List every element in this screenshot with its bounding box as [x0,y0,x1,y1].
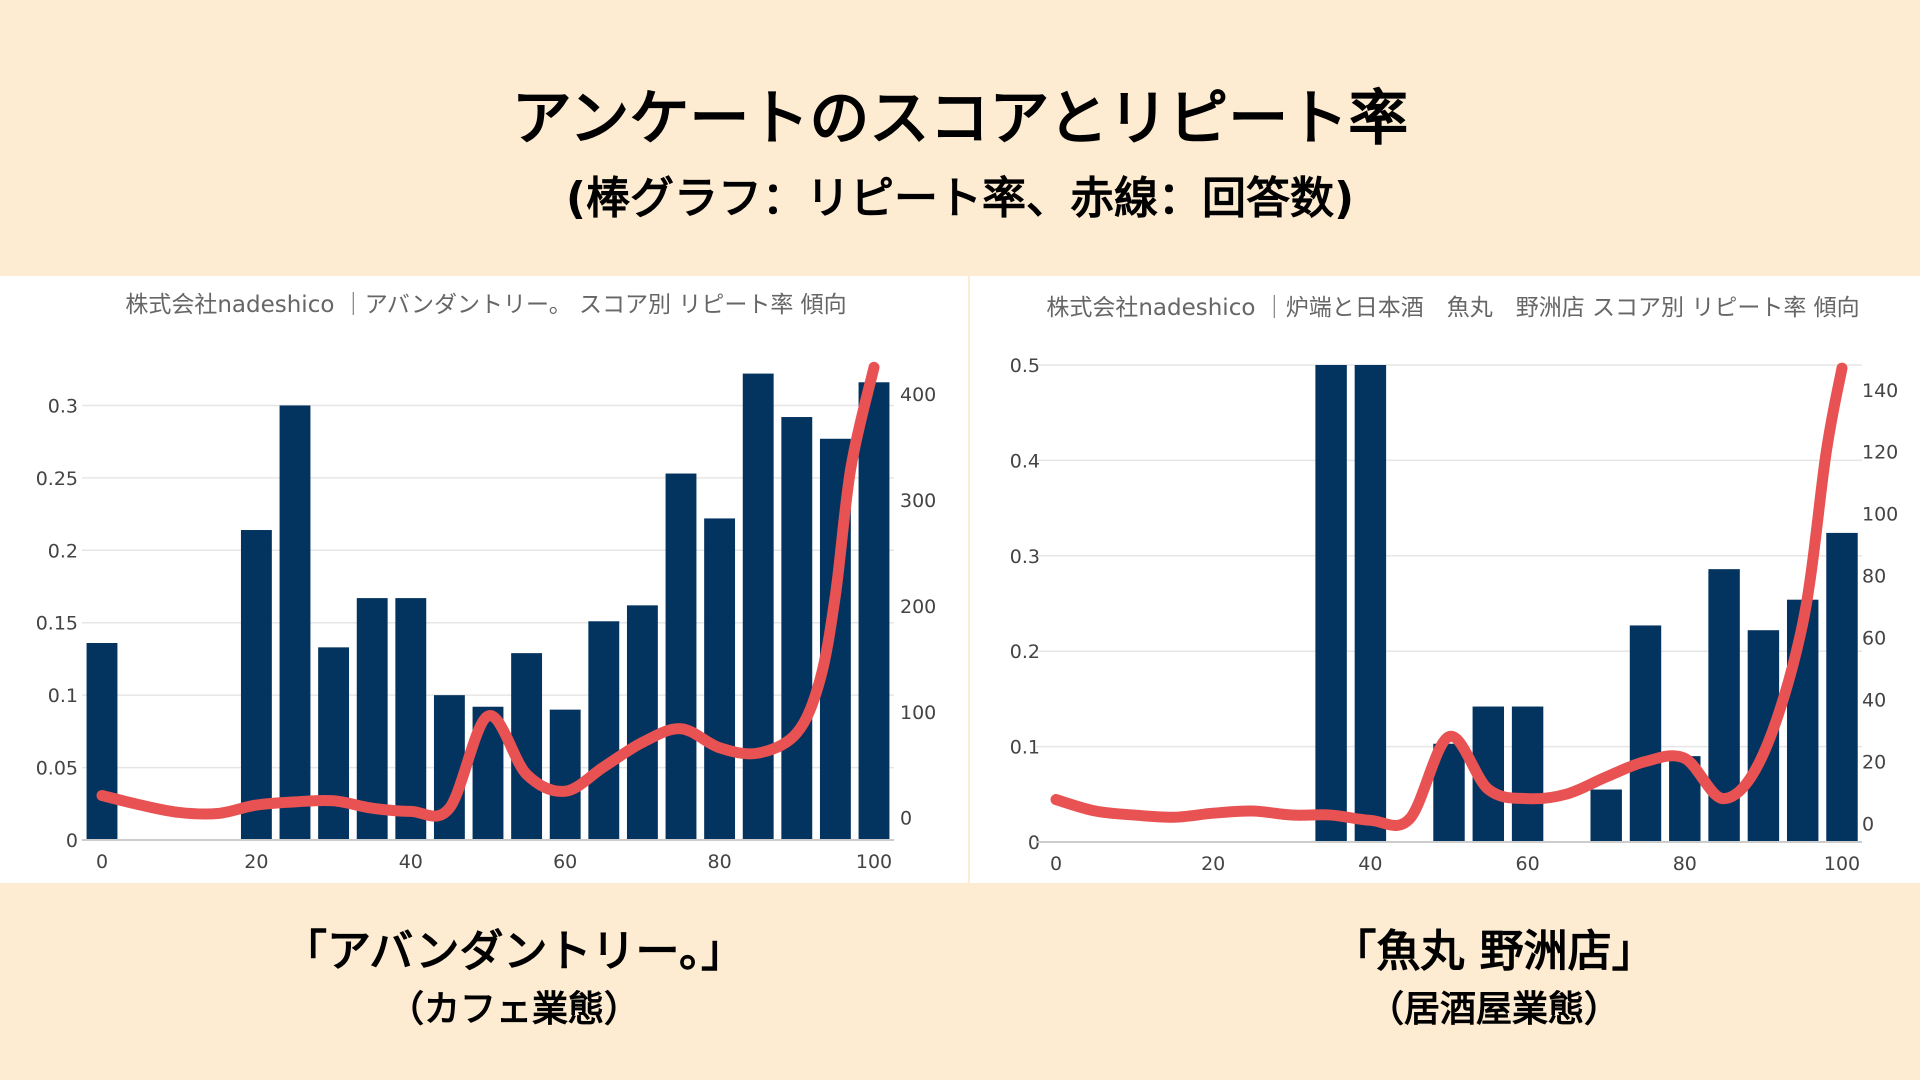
chart-title: 株式会社nadeshico ｜炉端と日本酒 魚丸 野洲店 スコア別 リピート率 … [1046,295,1859,321]
x-tick-label: 100 [856,851,892,873]
y-left-tick-label: 0 [1028,832,1040,854]
y-left-tick-label: 0.2 [1010,641,1040,663]
y-right-tick-label: 100 [900,702,936,724]
bar [626,605,658,840]
y-right-tick-label: 0 [1862,813,1874,835]
y-right-tick-label: 400 [900,384,936,406]
x-tick-label: 80 [708,851,732,873]
chart-right: 株式会社nadeshico ｜炉端と日本酒 魚丸 野洲店 スコア別 リピート率 … [1010,295,1898,875]
x-tick-label: 0 [96,851,108,873]
y-right-tick-label: 60 [1862,628,1886,650]
caption-left-type: （カフェ業態） [387,989,640,1030]
y-left-tick-label: 0.05 [36,758,78,780]
bar [240,530,272,840]
x-tick-label: 60 [1516,853,1540,875]
bar [588,621,620,840]
y-right-tick-label: 20 [1862,751,1886,773]
y-left-tick-label: 0.4 [1010,450,1040,472]
x-tick-label: 80 [1673,853,1697,875]
chart-title: 株式会社nadeshico ｜アバンダントリー。 スコア別 リピート率 傾向 [125,292,846,318]
charts-svg: 株式会社nadeshico ｜アバンダントリー。 スコア別 リピート率 傾向00… [36,292,1899,875]
y-right-tick-label: 300 [900,490,936,512]
x-tick-label: 100 [1824,853,1860,875]
y-left-tick-label: 0.3 [48,395,78,417]
y-left-tick-label: 0.2 [48,540,78,562]
bar [665,473,697,840]
y-right-tick-label: 120 [1862,442,1898,464]
bar [781,417,813,840]
y-right-tick-label: 0 [900,808,912,830]
bar [742,373,774,840]
page-subtitle: (棒グラフ：リピート率、赤線：回答数) [565,173,1355,224]
x-tick-label: 20 [1201,853,1225,875]
bar [858,382,890,840]
response-count-line [1050,362,1848,832]
y-right-tick-label: 140 [1862,380,1898,402]
bar [1590,789,1622,842]
y-right-tick-label: 200 [900,596,936,618]
y-left-tick-label: 0.25 [36,468,78,490]
caption-left-name: 「アバンダントリー。」 [283,926,745,977]
response-count-line [96,361,880,822]
y-right-tick-label: 100 [1862,504,1898,526]
y-left-tick-label: 0.5 [1010,355,1040,377]
caption-right-type: （居酒屋業態） [1367,989,1620,1030]
x-tick-label: 40 [1358,853,1382,875]
bar [1629,625,1662,842]
y-right-tick-label: 80 [1862,566,1886,588]
y-left-tick-label: 0.3 [1010,546,1040,568]
x-tick-label: 60 [553,851,577,873]
bar [1315,365,1347,842]
x-tick-label: 0 [1050,853,1062,875]
page-title: アンケートのスコアとリピート率 [511,84,1409,154]
bar [1511,706,1544,842]
y-right-tick-label: 40 [1862,690,1886,712]
caption-right-name: 「魚丸 野洲店」 [1332,926,1656,977]
bar [1354,365,1387,842]
y-left-tick-label: 0 [66,830,78,852]
bar [1826,532,1858,842]
x-tick-label: 20 [244,851,268,873]
chart-left: 株式会社nadeshico ｜アバンダントリー。 スコア別 リピート率 傾向00… [36,292,937,873]
bar [549,709,581,840]
bar [86,643,118,840]
x-tick-label: 40 [399,851,423,873]
y-left-tick-label: 0.1 [48,685,78,707]
bar [395,598,427,840]
bar [318,647,350,840]
bar [704,518,736,840]
bar [279,405,311,840]
bar [356,598,388,840]
y-left-tick-label: 0.1 [1010,737,1040,759]
y-left-tick-label: 0.15 [36,613,78,635]
